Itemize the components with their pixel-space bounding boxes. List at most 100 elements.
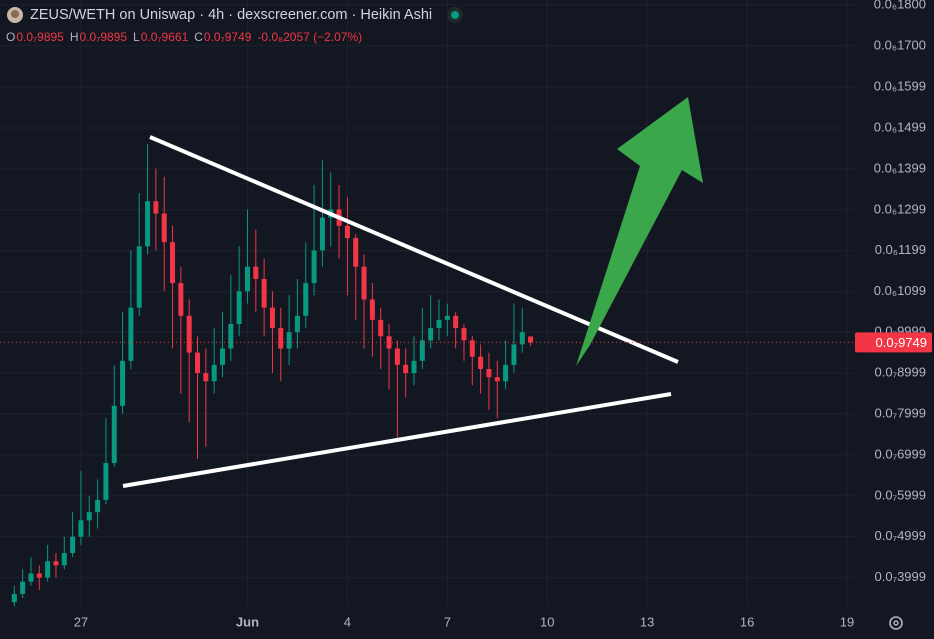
candle-body: [353, 238, 359, 267]
candles: [11, 143, 534, 607]
candle-body: [45, 561, 51, 578]
candle-body: [228, 323, 234, 349]
candle-body: [494, 377, 500, 382]
candle-body: [469, 340, 475, 357]
y-tick-label: 0.0₇5999: [875, 487, 926, 502]
candle-body: [411, 360, 417, 374]
candle-body: [78, 520, 84, 537]
x-tick-label: 27: [74, 614, 88, 629]
candle-body: [261, 278, 267, 308]
candle-body: [519, 332, 525, 345]
x-tick-label: 4: [344, 614, 351, 629]
lower-trend-line: [122, 392, 672, 488]
candle-body: [153, 201, 159, 214]
change: -0.0₈2057 (−2.07%): [257, 30, 363, 44]
candle-body: [319, 217, 325, 251]
candle-body: [20, 581, 26, 594]
candle-body: [53, 561, 59, 566]
y-tick-label: 0.0₇8999: [875, 365, 926, 380]
ohlc-key: O: [6, 30, 16, 44]
candle-body: [95, 499, 101, 513]
candle-body: [344, 225, 350, 239]
candle-body: [278, 328, 284, 349]
y-tick-label: 0.0₆1399: [874, 160, 926, 175]
candle-body: [461, 328, 467, 341]
gear-hub: [893, 620, 899, 626]
ohlc-item: O0.0₇9895: [6, 30, 64, 44]
title: ZEUS/WETH on Uniswap · 4h · dexscreener.…: [30, 7, 433, 23]
y-tick-label: 0.0₆1099: [874, 283, 926, 298]
gear[interactable]: [889, 616, 903, 630]
ohlc-key: C: [194, 30, 203, 44]
candle-body: [253, 266, 259, 279]
candle-body: [394, 348, 400, 365]
ohlc-key: L: [133, 30, 140, 44]
candle-body: [195, 352, 201, 374]
ohlc-item: L0.0₇9661: [133, 30, 188, 44]
candle-body: [178, 283, 184, 316]
status-dot: [447, 7, 464, 23]
candle-body: [269, 307, 275, 329]
y-tick-label: 0.0₇6999: [875, 446, 926, 461]
annotations: [122, 97, 703, 488]
ohlc-value: 0.0₇9661: [140, 30, 189, 44]
candle-body: [528, 336, 534, 343]
candle-body: [244, 266, 250, 292]
y-tick-label: 0.0₇3999: [875, 569, 926, 584]
candle-body: [36, 573, 42, 578]
candle-body: [486, 368, 492, 378]
candle-body: [11, 593, 17, 603]
candle-body: [294, 315, 300, 333]
candle-body: [511, 344, 517, 365]
candle-body: [186, 315, 192, 353]
grid: [0, 0, 855, 605]
candle-body: [203, 373, 209, 382]
candle-body: [128, 307, 134, 361]
candle-body: [103, 463, 109, 500]
candle-body: [303, 283, 309, 316]
ohlc-value: 0.0₇9895: [79, 30, 128, 44]
x-tick-label: 13: [640, 614, 654, 629]
ohlc-item: H0.0₇9895: [70, 30, 127, 44]
x-tick-label: 16: [740, 614, 754, 629]
y-tick-label: 0.0₇4999: [875, 528, 926, 543]
x-tick-label: 19: [840, 614, 854, 629]
x-tick-label: Jun: [236, 614, 259, 629]
x-tick-label: 10: [540, 614, 554, 629]
x-tick-label: 7: [444, 614, 451, 629]
candle-body: [111, 405, 117, 464]
candle-body: [136, 246, 142, 308]
y-tick-label: 0.0₆1700: [874, 37, 926, 52]
ohlc-item: C0.0₇9749: [194, 30, 251, 44]
candle-body: [378, 319, 384, 337]
candle-body: [219, 348, 225, 365]
candle-body: [478, 356, 484, 369]
title-row: ZEUS/WETH on Uniswap · 4h · dexscreener.…: [6, 6, 464, 24]
candle-body: [286, 332, 292, 349]
price-label-box: [855, 332, 932, 353]
candle-body: [419, 340, 425, 361]
ohlc-value: 0.0₇9895: [16, 30, 64, 44]
candle-body: [311, 250, 317, 284]
candle-body: [403, 364, 409, 374]
candle-body: [170, 242, 176, 284]
candle-body: [436, 319, 442, 329]
candle-body: [120, 360, 126, 406]
ohlc-value: 0.0₇9749: [203, 30, 252, 44]
price-label: 0.0₇9749: [876, 335, 927, 350]
candle-body: [428, 328, 434, 341]
y-tick-label: 0.0₇7999: [875, 405, 926, 420]
candle-body: [236, 291, 242, 324]
candle-body: [211, 364, 217, 382]
candle-body: [61, 553, 67, 566]
y-tick-label: 0.0₆1599: [874, 79, 926, 94]
candle-body: [386, 336, 392, 349]
candle-body: [28, 573, 34, 582]
y-tick-label: 0.0₆1299: [874, 201, 926, 216]
settings-icon[interactable]: [889, 616, 903, 630]
candle-body: [70, 536, 76, 554]
candle-body: [444, 315, 450, 320]
